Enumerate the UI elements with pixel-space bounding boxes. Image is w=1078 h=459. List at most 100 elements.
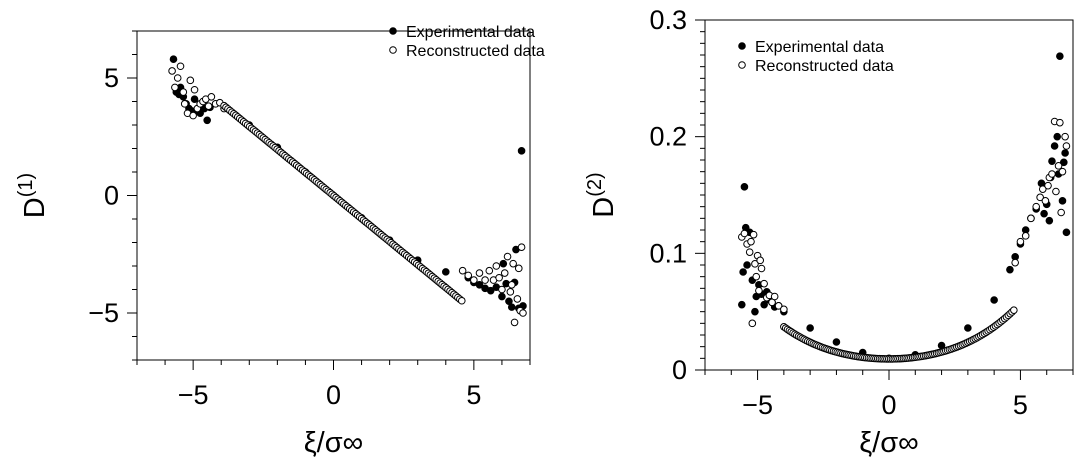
reconstructed-point: [756, 256, 765, 265]
experimental-point: [505, 297, 513, 306]
x-axis-label: ξ/σ∞: [859, 427, 919, 459]
reconstructed-point: [464, 271, 473, 280]
reconstructed-point: [1048, 170, 1056, 178]
legend-marker: [738, 61, 746, 69]
reconstructed-point: [752, 272, 761, 281]
reconstructed-point: [1057, 208, 1065, 217]
reconstructed-point: [740, 229, 749, 238]
experimental-point: [507, 303, 516, 311]
experimental-point: [760, 300, 768, 309]
reconstructed-point: [481, 276, 489, 284]
experimental-point: [740, 183, 749, 191]
y-axis-label-superscript: (1): [15, 173, 37, 197]
experimental-point: [751, 307, 759, 316]
legend-marker: [389, 46, 397, 54]
curve-point: [1010, 306, 1018, 314]
reconstructed-point: [519, 309, 527, 317]
reconstructed-point: [1062, 142, 1071, 150]
experimental-point: [1061, 149, 1069, 157]
y-tick-label: 0.2: [649, 122, 687, 152]
legend-label: Experimental data: [755, 39, 884, 56]
experimental-point: [203, 116, 211, 125]
x-tick-label: 0: [881, 390, 896, 420]
experimental-point: [1062, 228, 1071, 237]
reconstructed-point: [1044, 181, 1052, 190]
experimental-point: [1058, 197, 1067, 205]
experimental-point: [1053, 132, 1062, 141]
reconstructed-point: [204, 102, 213, 110]
experimental-point: [1050, 142, 1059, 150]
reconstructed-point: [751, 260, 759, 268]
reconstructed-point: [1041, 197, 1050, 205]
reconstructed-point: [507, 281, 516, 289]
reconstructed-point: [207, 93, 216, 101]
reconstructed-point: [774, 302, 783, 310]
experimental-point: [743, 261, 751, 269]
experimental-point: [475, 281, 484, 289]
y-tick-label: 0: [104, 181, 119, 211]
reconstructed-point: [1061, 132, 1069, 141]
reconstructed-point: [475, 269, 484, 277]
reconstructed-point: [495, 273, 503, 282]
reconstructed-point: [517, 243, 526, 251]
experimental-point: [1048, 157, 1056, 165]
y-tick-label: 0.1: [649, 238, 687, 268]
reconstructed-point: [498, 285, 506, 294]
x-tick-label: −5: [742, 390, 773, 420]
reconstructed-point: [485, 266, 494, 275]
legend-marker: [738, 42, 746, 50]
x-tick-label: −5: [178, 380, 209, 410]
reconstructed-point: [509, 259, 517, 268]
reconstructed-point: [500, 269, 509, 277]
reconstructed-point: [513, 295, 522, 303]
reconstructed-point: [760, 279, 768, 288]
reconstructed-point: [1056, 118, 1064, 127]
experimental-point: [1006, 265, 1014, 274]
experimental-point: [806, 324, 814, 332]
reconstructed-point: [503, 252, 512, 261]
experimental-point: [1056, 52, 1064, 60]
reconstructed-point: [1027, 214, 1035, 223]
reconstructed-point: [748, 319, 757, 328]
y-tick-label: −5: [88, 298, 119, 328]
experimental-point: [441, 268, 450, 276]
reconstructed-point: [470, 276, 478, 284]
experimental-point: [517, 147, 526, 155]
reconstructed-point: [1052, 187, 1060, 196]
reconstructed-point: [171, 83, 179, 92]
experimental-point: [499, 259, 508, 268]
reconstructed-point: [757, 264, 766, 273]
experimental-point: [739, 268, 747, 276]
legend-label: Reconstructed data: [755, 58, 894, 75]
experimental-point: [498, 292, 506, 301]
reconstructed-point: [189, 111, 197, 120]
experimental-point: [1060, 158, 1068, 167]
experimental-point: [1040, 209, 1048, 218]
reconstructed-point: [506, 288, 515, 296]
experimental-point: [832, 338, 841, 346]
reconstructed-point: [168, 67, 176, 75]
y-axis-label: D(1): [15, 173, 51, 218]
reconstructed-point: [186, 76, 195, 85]
x-axis-label: ξ/σ∞: [304, 427, 364, 459]
reconstructed-point: [190, 85, 199, 94]
reconstructed-point: [1021, 232, 1030, 240]
reconstructed-point: [747, 237, 755, 246]
x-tick-label: 5: [1013, 390, 1028, 420]
reconstructed-point: [180, 100, 189, 108]
y-tick-label: 0: [672, 355, 687, 385]
reconstructed-point: [458, 266, 467, 275]
reconstructed-point: [1054, 162, 1063, 170]
legend-marker: [389, 27, 397, 35]
reconstructed-point: [1038, 185, 1047, 193]
x-tick-label: 5: [466, 380, 481, 410]
experimental-point: [486, 286, 495, 295]
reconstructed-point: [176, 62, 185, 71]
y-axis-label-base: D: [588, 197, 620, 218]
reconstructed-point: [1016, 237, 1025, 246]
reconstructed-point: [745, 248, 754, 256]
legend-label: Experimental data: [406, 24, 535, 41]
experimental-point: [990, 296, 998, 304]
experimental-point: [190, 95, 199, 103]
